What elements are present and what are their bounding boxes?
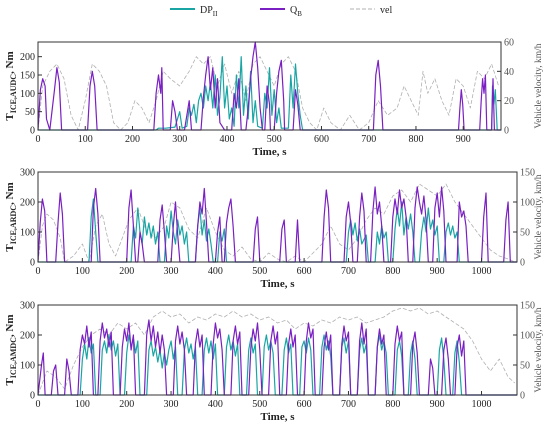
y2-axis-title: Vehicle velocity, km/h [534,307,544,392]
x-tick-label: 300 [164,399,179,410]
x-tick-label: 600 [314,134,329,145]
y-tick-label: 100 [20,228,35,239]
y-tick-label: 100 [20,361,35,372]
y-axis-title: TICE,AMDC, Nm [4,314,18,385]
panel-audc: 0 100 200 300 400 500 600 700 800 900050100150200… [4,38,544,159]
panel-ardc: 0 100 200 300 400 500 600 700 800 900 100001002003… [4,168,544,291]
x-tick-label: 700 [361,134,376,145]
x-tick-label: 500 [252,399,267,410]
x-tick-label: 200 [119,399,134,410]
x-tick-label: 700 [341,266,356,277]
y2-tick-label: 100 [520,198,535,209]
x-tick-label: 900 [430,399,445,410]
x-tick-label: 100 [75,266,90,277]
x-tick-label: 300 [164,266,179,277]
y2-axis-title: Vehicle velocity, km/h [534,174,544,259]
x-axis-title: Time, s [260,411,295,423]
x-tick-label: 500 [252,266,267,277]
y2-tick-label: 0 [520,391,525,402]
x-tick-label: 300 [172,134,187,145]
x-tick-label: 900 [430,266,445,277]
series-line-qb [37,186,517,263]
y2-tick-label: 40 [504,67,514,78]
x-axis-title: Time, s [252,146,287,158]
legend-label-dp: DPII [200,5,218,18]
legend-label-vel: vel [380,5,392,16]
x-tick-label: 1000 [472,266,492,277]
y-axis-title: TICE,ARDC, Nm [4,182,18,251]
series-line-vel [37,56,499,131]
x-tick-label: 200 [119,266,134,277]
x-tick-label: 0 [36,399,41,410]
y2-tick-label: 20 [504,96,514,107]
x-tick-label: 400 [208,399,223,410]
y-tick-label: 0 [30,126,35,137]
plot-frame [37,41,502,131]
y-tick-label: 150 [20,71,35,82]
x-tick-label: 1000 [472,399,492,410]
x-tick-label: 400 [219,134,234,145]
y2-axis-title: Vehicle velocity, km/h [534,43,544,128]
x-tick-label: 800 [408,134,423,145]
y2-tick-label: 150 [520,168,535,179]
y-axis-title: TICE,AUDC, Nm [4,51,18,120]
y2-tick-label: 150 [520,301,535,312]
y-tick-label: 200 [20,198,35,209]
x-tick-label: 800 [385,399,400,410]
x-tick-label: 0 [36,134,41,145]
y-tick-label: 300 [20,168,35,179]
y-tick-label: 200 [20,52,35,63]
legend: DPII QB vel [170,5,392,18]
y-tick-label: 300 [20,301,35,312]
chart-panels: 0 100 200 300 400 500 600 700 800 900050100150200… [4,38,544,424]
series-line-dp [38,56,501,131]
x-tick-label: 200 [125,134,140,145]
y-tick-label: 0 [30,258,35,269]
x-tick-label: 500 [267,134,282,145]
series-line-qb [37,319,517,396]
plot-frame [37,304,518,396]
x-tick-label: 400 [208,266,223,277]
x-tick-label: 0 [36,266,41,277]
panel-amdc: 0 100 200 300 400 500 600 700 800 900 100001002003… [4,301,544,424]
x-tick-label: 800 [385,266,400,277]
y-tick-label: 50 [25,107,35,118]
y-tick-label: 100 [20,89,35,100]
y-tick-label: 0 [30,391,35,402]
x-tick-label: 900 [456,134,471,145]
y2-tick-label: 0 [504,126,509,137]
plot-frame [37,171,518,263]
y2-tick-label: 0 [520,258,525,269]
y2-tick-label: 50 [520,361,530,372]
x-tick-label: 100 [75,399,90,410]
y2-tick-label: 100 [520,331,535,342]
x-tick-label: 600 [297,399,312,410]
y2-tick-label: 60 [504,38,514,49]
x-tick-label: 600 [297,266,312,277]
x-axis-title: Time, s [260,278,295,290]
legend-label-qb: QB [290,5,302,18]
x-tick-label: 100 [78,134,93,145]
y-tick-label: 200 [20,331,35,342]
series-line-vel [37,183,515,263]
y2-tick-label: 50 [520,228,530,239]
series-line-vel [37,307,516,396]
x-tick-label: 700 [341,399,356,410]
